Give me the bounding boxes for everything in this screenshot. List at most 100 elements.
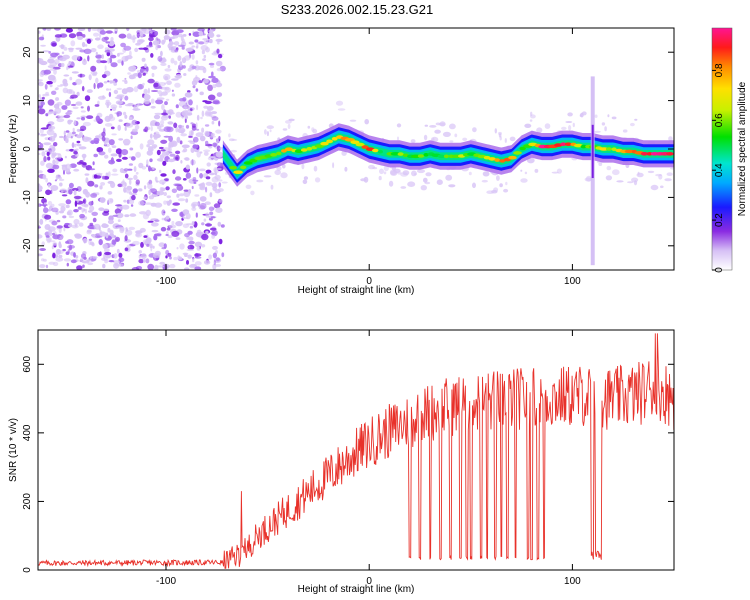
colorbar-gradient <box>712 28 732 270</box>
noise-speckle <box>110 181 116 188</box>
ridge-core <box>314 144 324 148</box>
noise-speckle <box>164 76 169 81</box>
noise-speckle <box>202 67 207 74</box>
noise-speckle <box>201 244 206 248</box>
noise-speckle <box>135 151 142 158</box>
noise-speckle <box>171 230 180 237</box>
noise-speckle <box>425 172 432 177</box>
noise-speckle <box>50 111 58 114</box>
noise-speckle <box>436 179 443 185</box>
noise-speckle <box>39 248 46 251</box>
figure-title: S233.2026.002.15.23.G21 <box>281 2 434 17</box>
noise-speckle <box>215 151 224 158</box>
noise-speckle <box>71 187 79 192</box>
noise-speckle <box>130 135 133 139</box>
noise-speckle <box>130 193 138 196</box>
noise-speckle <box>89 205 95 212</box>
noise-speckle <box>144 126 149 133</box>
noise-speckle <box>332 162 335 169</box>
noise-speckle <box>100 182 106 186</box>
noise-speckle <box>143 196 147 200</box>
noise-speckle <box>113 89 119 95</box>
noise-speckle <box>127 168 133 171</box>
noise-speckle <box>54 28 61 31</box>
ridge-core <box>488 157 496 161</box>
noise-speckle <box>196 104 199 111</box>
noise-speckle <box>115 212 124 219</box>
noise-speckle <box>55 159 59 165</box>
noise-speckle <box>116 111 123 117</box>
noise-speckle <box>205 212 210 218</box>
noise-speckle <box>104 141 107 146</box>
noise-speckle <box>188 189 192 194</box>
noise-speckle <box>46 129 55 136</box>
y-tick-label: 0 <box>22 146 33 152</box>
noise-speckle <box>211 116 219 121</box>
noise-speckle <box>174 82 181 88</box>
noise-speckle <box>48 51 52 54</box>
noise-speckle <box>194 39 199 43</box>
noise-speckle <box>71 142 75 149</box>
noise-speckle <box>124 55 129 62</box>
noise-speckle <box>107 219 114 225</box>
noise-speckle <box>43 258 47 262</box>
noise-speckle <box>135 179 140 185</box>
noise-speckle <box>105 232 109 239</box>
noise-speckle <box>181 125 184 128</box>
noise-speckle <box>154 112 162 115</box>
noise-speckle <box>140 253 147 260</box>
noise-speckle <box>150 105 156 109</box>
noise-speckle <box>87 105 90 112</box>
noise-speckle <box>182 65 186 69</box>
noise-speckle <box>152 245 155 249</box>
noise-speckle <box>138 258 144 264</box>
noise-speckle <box>423 134 428 141</box>
y-tick-label: 400 <box>22 424 33 441</box>
noise-speckle <box>158 159 164 162</box>
noise-speckle <box>187 230 193 235</box>
noise-speckle <box>123 187 127 193</box>
noise-speckle <box>123 199 127 203</box>
noise-speckle <box>89 168 96 171</box>
noise-speckle <box>266 131 269 137</box>
noise-speckle <box>79 129 84 132</box>
noise-speckle <box>161 39 166 45</box>
noise-speckle <box>47 99 55 106</box>
noise-speckle <box>388 180 394 187</box>
noise-speckle <box>263 175 272 178</box>
noise-speckle <box>198 41 205 45</box>
ridge-core <box>508 155 517 160</box>
noise-speckle <box>228 138 235 142</box>
noise-speckle <box>70 135 73 139</box>
noise-speckle <box>215 257 220 262</box>
noise-speckle <box>131 128 138 133</box>
noise-speckle <box>45 236 52 242</box>
noise-speckle <box>536 127 543 133</box>
noise-speckle <box>169 263 176 269</box>
noise-speckle <box>499 136 502 141</box>
noise-speckle <box>48 261 56 265</box>
noise-speckle <box>104 251 112 256</box>
noise-speckle <box>174 176 182 181</box>
noise-speckle <box>112 260 121 264</box>
noise-speckle <box>78 146 87 150</box>
noise-speckle <box>185 124 190 129</box>
noise-speckle <box>45 91 49 96</box>
snr-y-axis-label: SNR (10 * v/v) <box>8 418 19 482</box>
noise-speckle <box>168 115 171 119</box>
noise-speckle <box>184 55 191 61</box>
noise-speckle <box>189 264 197 269</box>
noise-speckle <box>118 263 125 268</box>
noise-speckle <box>96 147 104 153</box>
ridge-core <box>605 147 613 151</box>
noise-speckle <box>49 61 57 67</box>
ridge-core <box>640 152 649 156</box>
noise-speckle <box>48 125 53 132</box>
noise-speckle <box>80 106 84 109</box>
ridge-core <box>624 149 634 154</box>
noise-speckle <box>132 240 140 246</box>
noise-speckle <box>82 59 87 66</box>
noise-speckle <box>104 154 109 159</box>
noise-speckle <box>217 221 222 227</box>
noise-speckle <box>154 202 163 208</box>
